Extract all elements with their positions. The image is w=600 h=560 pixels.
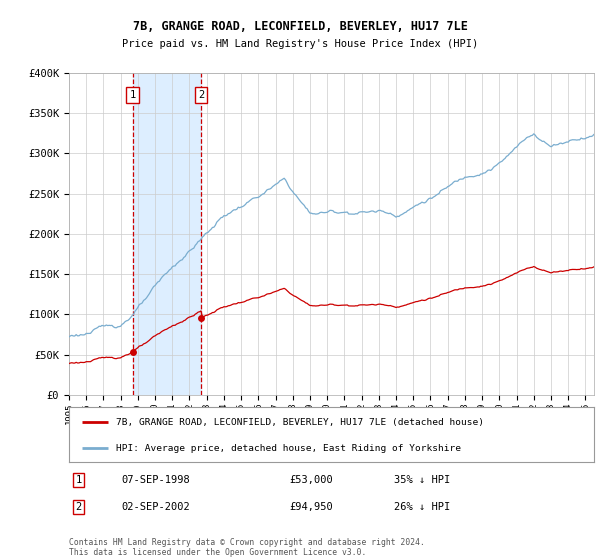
Text: 02-SEP-2002: 02-SEP-2002 [121,502,190,512]
Text: 2: 2 [76,502,82,512]
Bar [133,73,201,395]
Text: Contains HM Land Registry data © Crown copyright and database right 2024.
This d: Contains HM Land Registry data © Crown c… [69,538,425,557]
Text: 7B, GRANGE ROAD, LECONFIELD, BEVERLEY, HU17 7LE (detached house): 7B, GRANGE ROAD, LECONFIELD, BEVERLEY, H… [116,418,484,427]
Text: 07-SEP-1998: 07-SEP-1998 [121,475,190,485]
Text: 1: 1 [76,475,82,485]
Text: 1: 1 [130,90,136,100]
Text: £53,000: £53,000 [290,475,333,485]
Text: 26% ↓ HPI: 26% ↓ HPI [395,502,451,512]
Text: 2: 2 [198,90,204,100]
Text: 7B, GRANGE ROAD, LECONFIELD, BEVERLEY, HU17 7LE: 7B, GRANGE ROAD, LECONFIELD, BEVERLEY, H… [133,20,467,32]
Text: 35% ↓ HPI: 35% ↓ HPI [395,475,451,485]
Text: HPI: Average price, detached house, East Riding of Yorkshire: HPI: Average price, detached house, East… [116,444,461,453]
Text: Price paid vs. HM Land Registry's House Price Index (HPI): Price paid vs. HM Land Registry's House … [122,39,478,49]
Text: £94,950: £94,950 [290,502,333,512]
